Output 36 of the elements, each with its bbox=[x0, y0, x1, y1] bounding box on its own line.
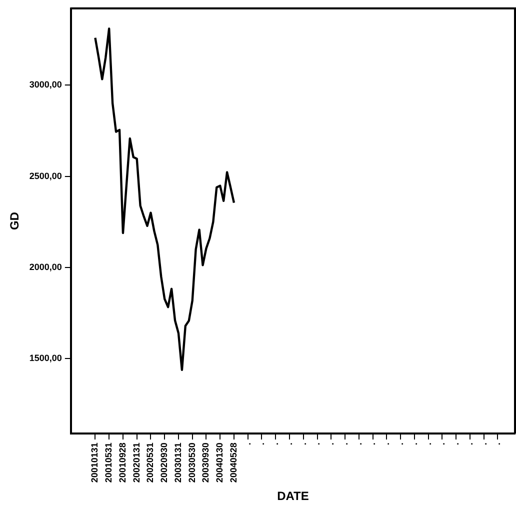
x-tick-label: . bbox=[450, 442, 461, 446]
x-tick-label: 20020131 bbox=[131, 442, 142, 483]
x-tick-label: 20020531 bbox=[145, 442, 156, 483]
x-tick-label: . bbox=[408, 442, 419, 446]
x-axis-title: DATE bbox=[277, 489, 309, 504]
x-tick-label: . bbox=[478, 442, 488, 446]
x-tick-label: . bbox=[312, 442, 322, 446]
y-tick-label: 2500,00 bbox=[29, 170, 62, 181]
x-tick-label: . bbox=[339, 442, 350, 446]
x-tick-label: 20040528 bbox=[228, 442, 238, 483]
x-tick-label: . bbox=[298, 442, 308, 446]
y-tick-label: 3000,00 bbox=[29, 80, 62, 90]
x-tick-label: 20010928 bbox=[117, 442, 128, 483]
x-tick-label: . bbox=[256, 442, 266, 446]
x-tick-label: . bbox=[242, 442, 252, 446]
x-tick-label: 20010131 bbox=[90, 442, 100, 483]
x-tick-label: . bbox=[326, 442, 336, 446]
x-tick-label: 20030930 bbox=[200, 442, 211, 483]
y-axis-title: GD bbox=[8, 212, 22, 230]
x-tick-label: . bbox=[464, 442, 474, 446]
x-tick-label: 20030530 bbox=[186, 442, 197, 483]
x-tick-label: . bbox=[395, 442, 405, 446]
x-tick-label: . bbox=[492, 442, 502, 446]
x-tick-label: . bbox=[436, 442, 447, 446]
x-tick-label: 20010531 bbox=[104, 442, 114, 483]
y-tick-label: 1500,00 bbox=[29, 353, 62, 364]
x-tick-label: . bbox=[367, 442, 378, 446]
x-tick-label: 20030131 bbox=[172, 442, 183, 483]
x-tick-label: . bbox=[270, 442, 280, 446]
x-tick-label: . bbox=[284, 442, 294, 446]
x-tick-label: . bbox=[381, 442, 392, 446]
x-tick-label: . bbox=[422, 442, 433, 446]
x-tick-label: 20020930 bbox=[159, 442, 170, 483]
x-tick-label: 20040130 bbox=[214, 442, 225, 483]
x-tick-label: . bbox=[353, 442, 364, 446]
y-tick-label: 2000,00 bbox=[29, 262, 62, 272]
